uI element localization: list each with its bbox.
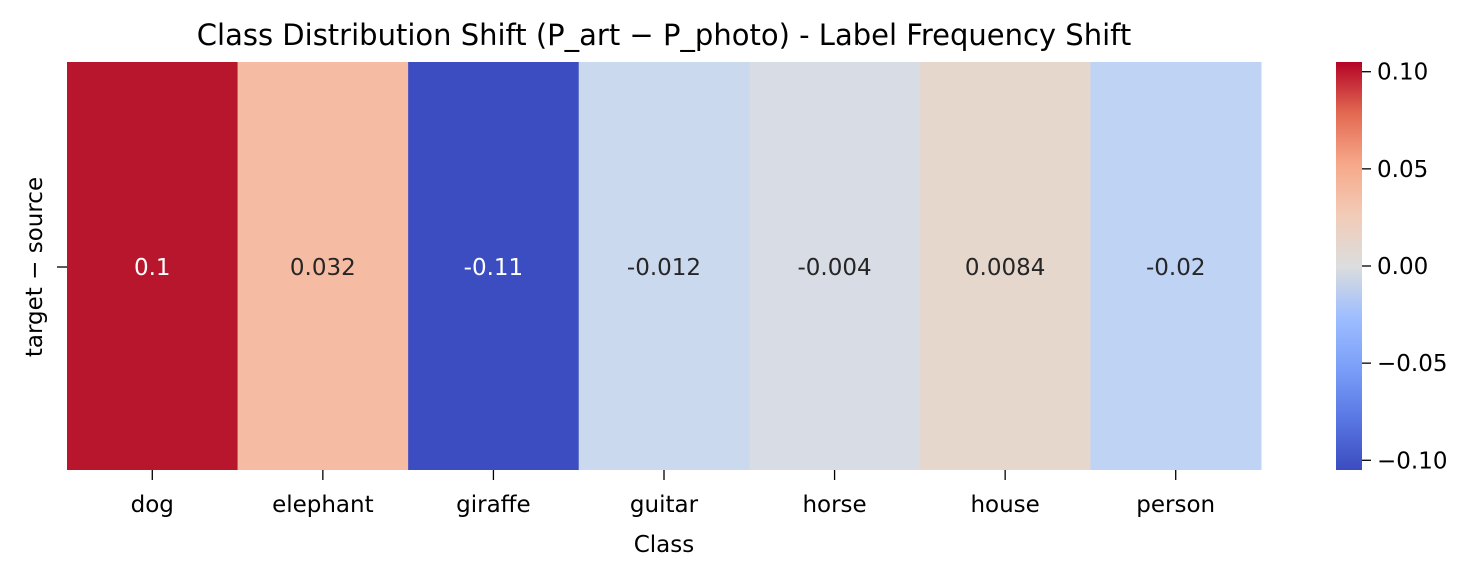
heatmap-cell-guitar	[578, 62, 750, 470]
cell-annotation-elephant: 0.032	[290, 255, 356, 281]
colorbar-tick-label: −0.10	[1377, 448, 1447, 474]
cell-annotation-person: -0.02	[1146, 255, 1206, 281]
x-tick-label-elephant: elephant	[272, 492, 374, 518]
cell-annotation-guitar: -0.012	[627, 255, 701, 281]
chart-title: Class Distribution Shift (P_art − P_phot…	[197, 18, 1131, 52]
colorbar	[1336, 62, 1362, 470]
heatmap-cell-giraffe	[408, 62, 580, 470]
colorbar-ticks: 0.10 0.05 0.00 −0.05 −0.10	[1362, 60, 1447, 474]
x-tick-label-horse: horse	[802, 492, 866, 518]
x-axis-ticks: dog elephant giraffe guitar horse house person	[131, 470, 1215, 518]
cell-annotation-horse: -0.004	[797, 255, 871, 281]
colorbar-tick-label: 0.00	[1377, 254, 1428, 280]
heatmap-cell-dog	[67, 62, 239, 470]
x-tick-label-dog: dog	[131, 492, 174, 518]
x-axis-label: Class	[634, 532, 695, 558]
colorbar-tick-label: −0.05	[1377, 351, 1447, 377]
x-tick-label-guitar: guitar	[630, 492, 699, 518]
x-tick-label-house: house	[970, 492, 1039, 518]
colorbar-tick-label: 0.10	[1377, 60, 1428, 86]
heatmap-cell-person	[1090, 62, 1262, 470]
y-axis-label: target − source	[22, 177, 48, 357]
cell-annotations: 0.1 0.032 -0.11 -0.012 -0.004 0.0084 -0.02	[134, 255, 1205, 281]
x-tick-label-giraffe: giraffe	[456, 492, 531, 518]
cell-annotation-dog: 0.1	[134, 255, 171, 281]
heatmap-cell-house	[919, 62, 1091, 470]
cell-annotation-giraffe: -0.11	[464, 255, 524, 281]
heatmap-cell-elephant	[237, 62, 409, 470]
cell-annotation-house: 0.0084	[965, 255, 1045, 281]
heatmap-cell-horse	[749, 62, 921, 470]
x-tick-label-person: person	[1136, 492, 1215, 518]
heatmap-cells	[67, 62, 1262, 470]
colorbar-tick-label: 0.05	[1377, 157, 1428, 183]
